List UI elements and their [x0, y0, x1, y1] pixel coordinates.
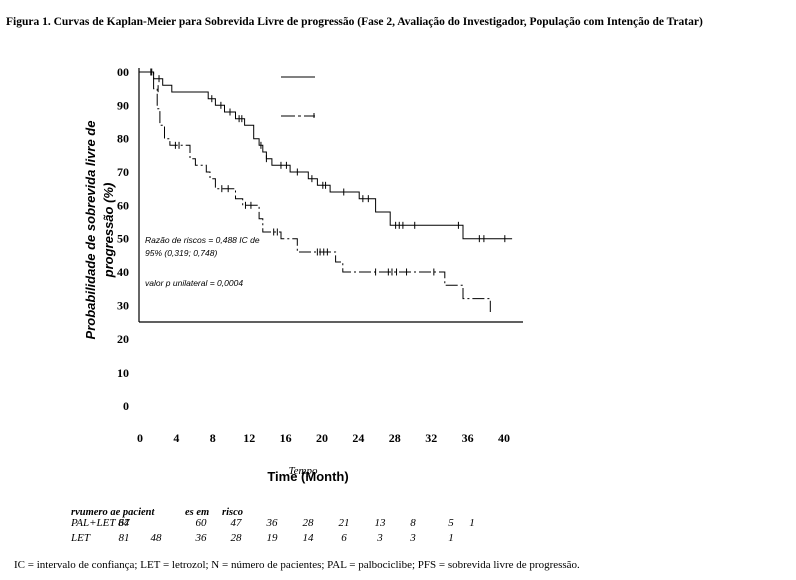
risk-count: 1	[448, 532, 454, 544]
risk-count: 3	[409, 532, 416, 544]
x-tick-label: 36	[462, 431, 474, 445]
x-tick-labels: 0 4 8 12 16 20 24 28 32 36 40	[137, 431, 510, 445]
risk-table-header-left: rvumero ae pacient	[71, 507, 155, 518]
x-tick-label: 4	[173, 431, 179, 445]
y-tick-labels-lower: 20 10 0	[117, 332, 129, 413]
risk-row-label: PAL+LET 84	[70, 517, 130, 529]
risk-count: 60	[196, 517, 208, 529]
risk-table: rvumero ae pacient es em risco PAL+LET 8…	[70, 507, 475, 544]
figure-title: Figura 1. Curvas de Kaplan-Meier para So…	[6, 16, 703, 28]
risk-table-header-right: risco	[222, 507, 243, 518]
km-curve-solid	[139, 71, 513, 240]
y-tick-label: 0	[123, 399, 129, 413]
risk-count: 19	[267, 532, 279, 544]
footnote: IC = intervalo de confiança; LET = letro…	[14, 559, 580, 571]
x-axis-label-tempo: Tempo	[289, 465, 318, 477]
y-tick-label: 90	[117, 98, 129, 112]
risk-count: 28	[231, 532, 243, 544]
x-tick-label: 12	[243, 431, 255, 445]
risk-count: 36	[195, 532, 208, 544]
x-tick-label: 40	[498, 431, 510, 445]
x-tick-label: 8	[210, 431, 216, 445]
x-tick-label: 28	[389, 431, 401, 445]
y-tick-label: 70	[117, 165, 129, 179]
risk-count: 3	[376, 532, 383, 544]
risk-count: 67	[119, 517, 131, 529]
y-tick-label: 00	[117, 65, 129, 79]
risk-count: 6	[341, 532, 347, 544]
risk-count: 28	[303, 517, 315, 529]
x-axis-label: Time (Month)	[267, 469, 348, 484]
risk-count: 5	[448, 517, 454, 529]
y-axis-label-line2: progressão (%)	[101, 183, 116, 279]
risk-count: 36	[266, 517, 279, 529]
risk-count: 13	[375, 517, 387, 529]
y-tick-label: 60	[117, 198, 129, 212]
p-value-annotation: valor p unilateral = 0,0004	[145, 278, 243, 288]
hazard-ratio-annotation: Razão de riscos = 0,488 IC de	[145, 235, 260, 245]
risk-count: 8	[410, 517, 416, 529]
risk-table-header-mid: es em	[185, 507, 209, 518]
legend	[281, 76, 315, 118]
risk-count: 48	[151, 532, 163, 544]
y-tick-label: 80	[117, 132, 129, 146]
risk-count: 1	[469, 517, 475, 529]
risk-count: 81	[119, 532, 130, 544]
x-tick-label: 0	[137, 431, 143, 445]
y-tick-label: 10	[117, 366, 129, 380]
y-tick-label: 40	[117, 265, 129, 279]
y-tick-label: 20	[117, 332, 129, 346]
y-tick-label: 30	[117, 298, 129, 312]
y-tick-label: 50	[117, 232, 129, 246]
x-tick-label: 24	[352, 431, 364, 445]
km-curve-dashed	[139, 71, 491, 312]
y-axis-label-line1: Probabilidade de sobrevida livre de	[83, 121, 98, 340]
risk-row-label: LET	[70, 532, 91, 544]
plot-frame	[138, 68, 523, 323]
y-tick-labels-upper: 00 90 80 70 60 50 40 30	[117, 65, 129, 312]
risk-count: 21	[339, 517, 350, 529]
x-tick-label: 16	[280, 431, 292, 445]
confidence-interval-annotation: 95% (0,319; 0,748)	[145, 248, 217, 258]
km-curves	[139, 68, 513, 312]
x-tick-label: 20	[316, 431, 328, 445]
risk-count: 47	[231, 517, 243, 529]
x-tick-label: 32	[425, 431, 437, 445]
risk-count: 14	[303, 532, 315, 544]
